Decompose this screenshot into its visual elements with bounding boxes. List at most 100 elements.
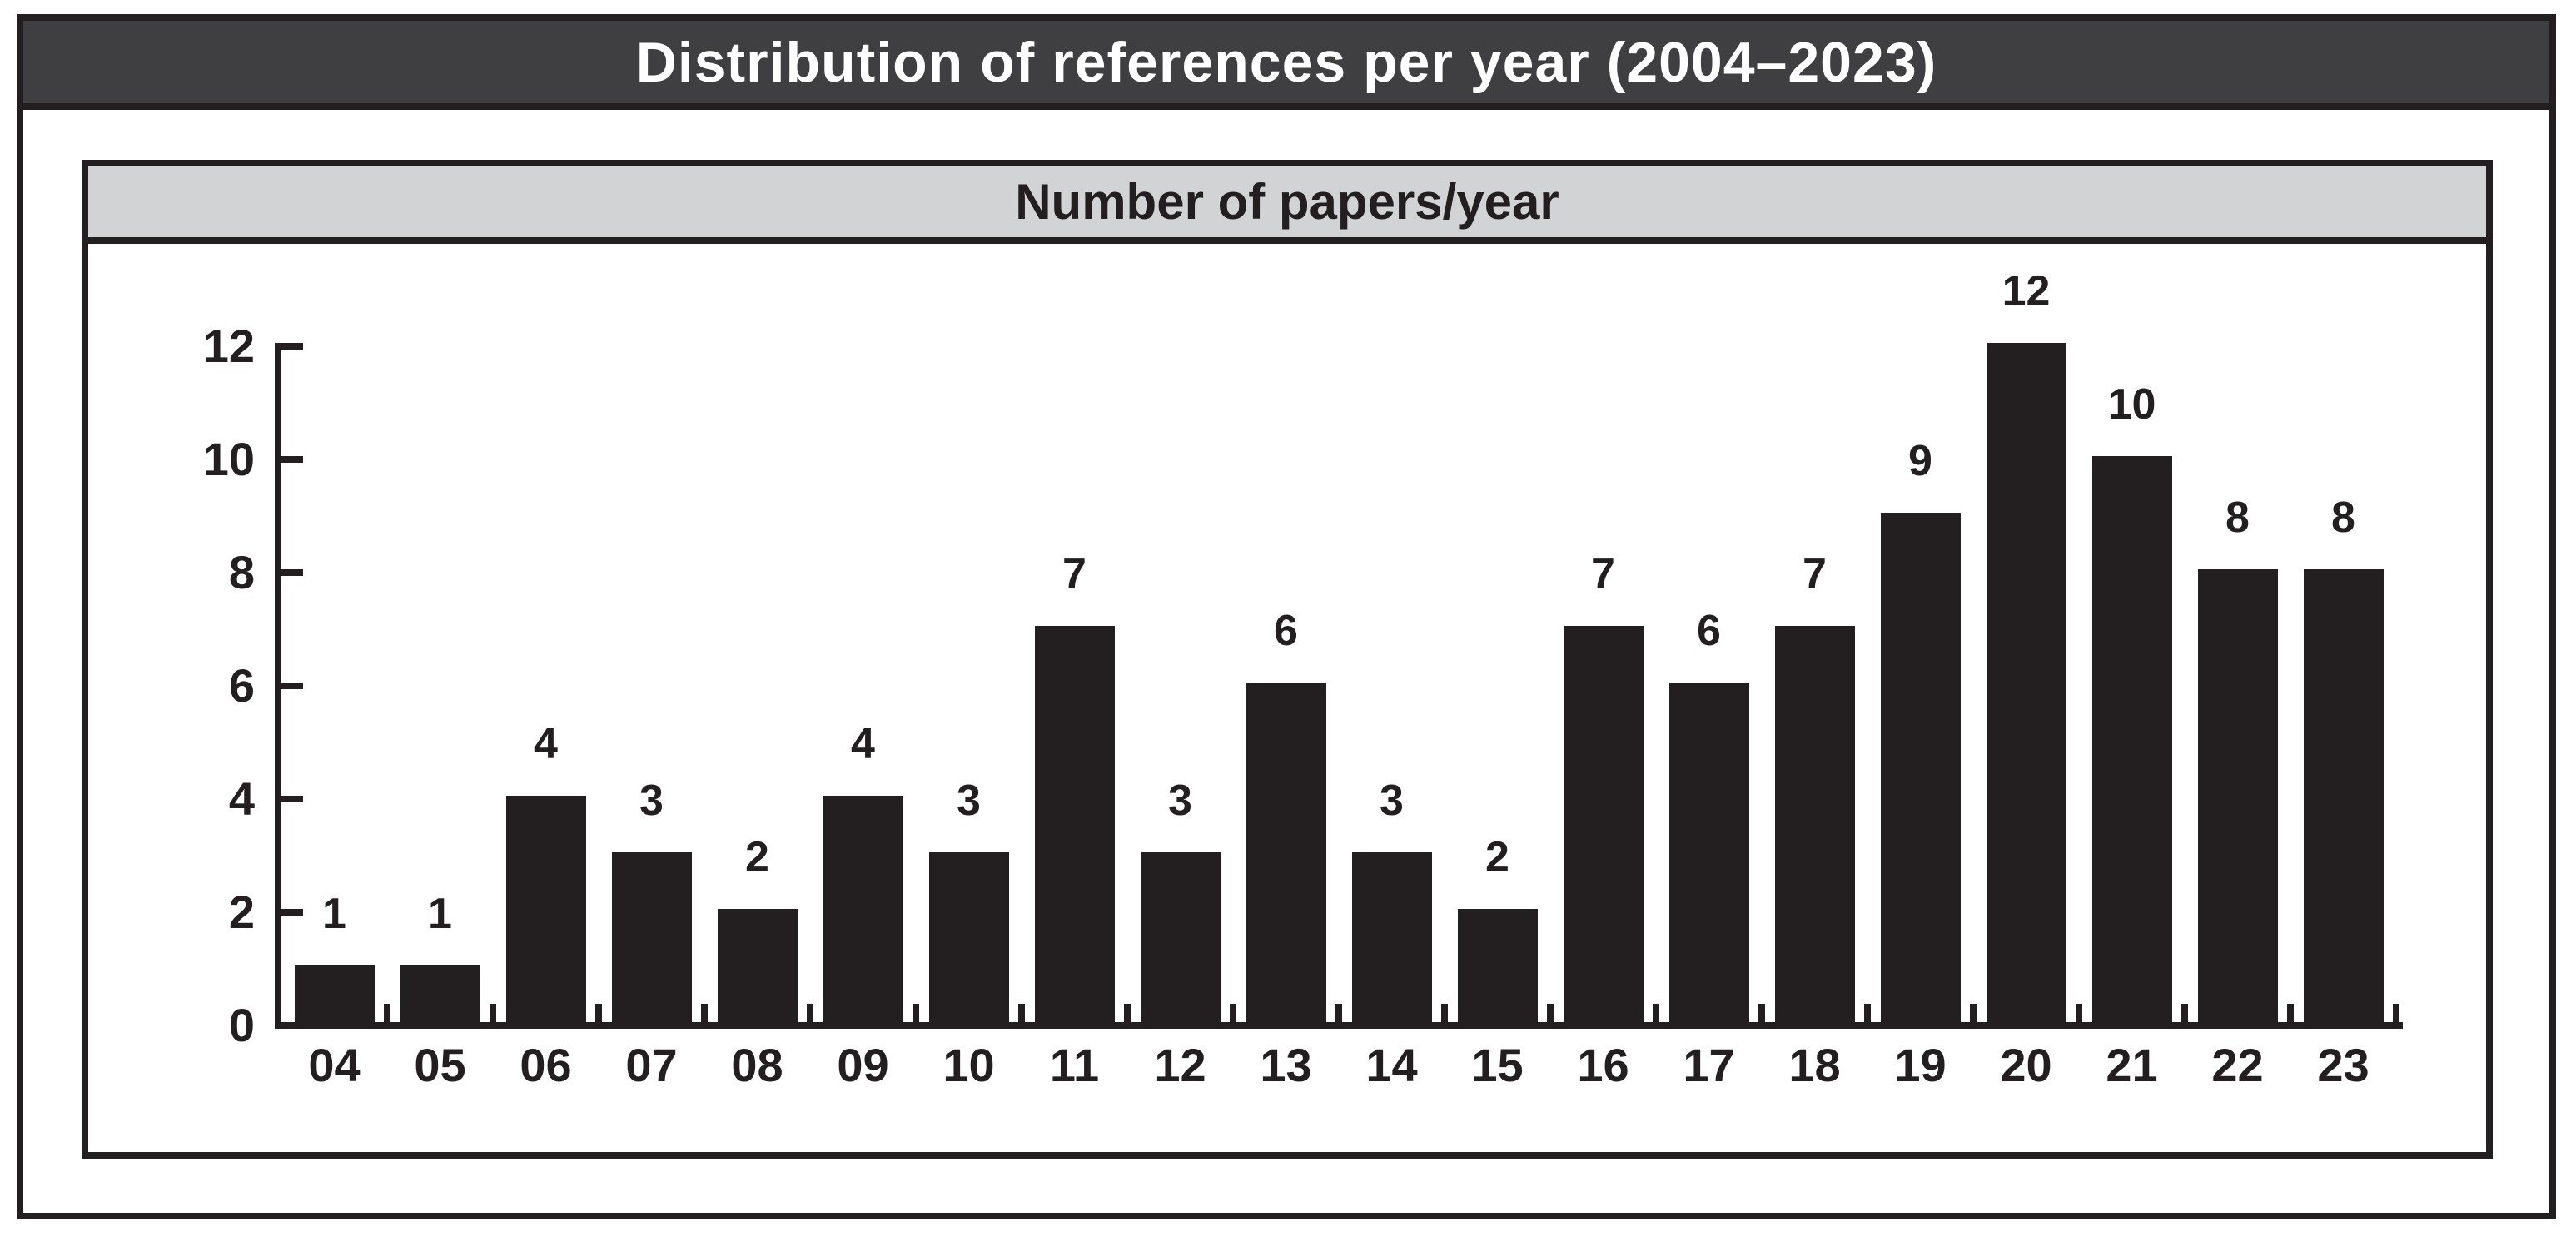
x-tick-label: 07 bbox=[625, 1039, 678, 1091]
y-tick-label: 2 bbox=[228, 886, 255, 938]
x-tick-label: 13 bbox=[1260, 1039, 1312, 1091]
bar bbox=[1564, 626, 1644, 1022]
bar bbox=[506, 796, 586, 1022]
bar-value-label: 12 bbox=[2002, 267, 2051, 315]
x-tick-label: 10 bbox=[942, 1039, 995, 1091]
x-tick bbox=[2076, 1004, 2082, 1022]
bar-value-label: 1 bbox=[428, 890, 452, 938]
figure-frame: Distribution of references per year (200… bbox=[17, 14, 2556, 1219]
x-tick bbox=[913, 1004, 919, 1022]
y-tick-label: 10 bbox=[202, 433, 255, 485]
bar bbox=[1775, 626, 1855, 1022]
x-axis-line bbox=[275, 1022, 2403, 1029]
x-tick bbox=[1335, 1004, 1342, 1022]
bar-value-label: 1 bbox=[322, 890, 346, 938]
x-tick-label: 09 bbox=[837, 1039, 889, 1091]
y-tick bbox=[281, 456, 303, 463]
x-tick bbox=[1441, 1004, 1448, 1022]
x-tick-label: 11 bbox=[1049, 1039, 1100, 1091]
y-tick bbox=[281, 796, 303, 802]
y-tick-label: 12 bbox=[202, 320, 255, 372]
bar bbox=[1881, 513, 1961, 1022]
x-tick bbox=[1547, 1004, 1554, 1022]
x-tick-label: 06 bbox=[520, 1039, 572, 1091]
bar-value-label: 8 bbox=[2225, 494, 2250, 542]
chart-subtitle-bar: Number of papers/year bbox=[88, 166, 2486, 244]
bar-chart: 0 2 4 6 8 10 12 1 04 1 05 4 06 3 07 2 08 4 09 3 10 7 11 3 12 6 13 3… bbox=[88, 244, 2486, 1152]
x-tick-label: 19 bbox=[1894, 1039, 1947, 1091]
x-tick-label: 12 bbox=[1154, 1039, 1206, 1091]
y-tick-label: 6 bbox=[228, 659, 255, 712]
x-tick bbox=[384, 1004, 390, 1022]
bar-value-label: 3 bbox=[639, 777, 664, 825]
bar bbox=[1458, 909, 1538, 1022]
figure-title-bar: Distribution of references per year (200… bbox=[23, 21, 2549, 110]
bar bbox=[2092, 456, 2172, 1022]
y-tick-label: 8 bbox=[228, 546, 255, 598]
x-tick bbox=[2181, 1004, 2188, 1022]
bar bbox=[1669, 683, 1749, 1022]
chart-subtitle: Number of papers/year bbox=[1015, 174, 1559, 230]
bar-value-label: 7 bbox=[1803, 550, 1827, 598]
x-tick-label: 14 bbox=[1365, 1039, 1418, 1091]
bar-value-label: 10 bbox=[2107, 380, 2156, 429]
x-tick-label: 23 bbox=[2317, 1039, 2370, 1091]
bar-value-label: 2 bbox=[1485, 833, 1509, 881]
bar bbox=[1035, 626, 1115, 1022]
bar-value-label: 6 bbox=[1274, 607, 1298, 655]
x-tick-label: 04 bbox=[308, 1039, 361, 1091]
x-tick bbox=[1018, 1004, 1025, 1022]
y-axis-line bbox=[275, 343, 281, 1029]
x-tick bbox=[1864, 1004, 1871, 1022]
bar-value-label: 6 bbox=[1697, 607, 1721, 655]
bar bbox=[718, 909, 798, 1022]
x-tick bbox=[595, 1004, 602, 1022]
x-tick-label: 16 bbox=[1577, 1039, 1629, 1091]
bar-value-label: 7 bbox=[1591, 550, 1615, 598]
bar bbox=[823, 796, 903, 1022]
x-tick bbox=[1758, 1004, 1765, 1022]
bar bbox=[1141, 852, 1221, 1022]
bar-value-label: 7 bbox=[1062, 550, 1087, 598]
chart-panel: Number of papers/year 0 2 4 6 8 10 12 1 04 1 05 4 06… bbox=[82, 160, 2493, 1159]
bar bbox=[612, 852, 692, 1022]
y-tick bbox=[281, 909, 303, 916]
bar-value-label: 3 bbox=[1380, 777, 1404, 825]
y-tick bbox=[281, 569, 303, 576]
y-tick-label: 4 bbox=[228, 772, 255, 825]
bar-value-label: 4 bbox=[851, 720, 875, 768]
bar-value-label: 3 bbox=[957, 777, 981, 825]
x-tick bbox=[807, 1004, 813, 1022]
bar-value-label: 3 bbox=[1168, 777, 1192, 825]
x-tick bbox=[1653, 1004, 1659, 1022]
figure-title: Distribution of references per year (200… bbox=[635, 30, 1937, 94]
bar bbox=[295, 965, 375, 1022]
bar bbox=[1352, 852, 1432, 1022]
x-tick bbox=[490, 1004, 496, 1022]
x-tick bbox=[2287, 1004, 2294, 1022]
x-tick-label: 17 bbox=[1683, 1039, 1735, 1091]
x-tick-label: 15 bbox=[1471, 1039, 1524, 1091]
y-tick bbox=[281, 683, 303, 689]
x-tick-label: 05 bbox=[414, 1039, 466, 1091]
bar-value-label: 9 bbox=[1908, 437, 1932, 485]
x-tick bbox=[701, 1004, 708, 1022]
bar-value-label: 8 bbox=[2331, 494, 2355, 542]
bar bbox=[2198, 569, 2278, 1022]
x-tick-label: 22 bbox=[2211, 1039, 2264, 1091]
bar bbox=[1246, 683, 1326, 1022]
bar bbox=[1987, 343, 2066, 1022]
y-tick bbox=[281, 343, 303, 350]
x-tick-label: 21 bbox=[2106, 1039, 2158, 1091]
x-tick bbox=[1230, 1004, 1236, 1022]
x-tick bbox=[1124, 1004, 1131, 1022]
bar bbox=[2304, 569, 2384, 1022]
bar bbox=[929, 852, 1009, 1022]
x-tick-label: 20 bbox=[2000, 1039, 2052, 1091]
x-tick-label: 18 bbox=[1788, 1039, 1841, 1091]
x-tick-label: 08 bbox=[731, 1039, 783, 1091]
bar-value-label: 4 bbox=[534, 720, 558, 768]
x-tick bbox=[2393, 1004, 2399, 1022]
x-tick bbox=[1970, 1004, 1977, 1022]
